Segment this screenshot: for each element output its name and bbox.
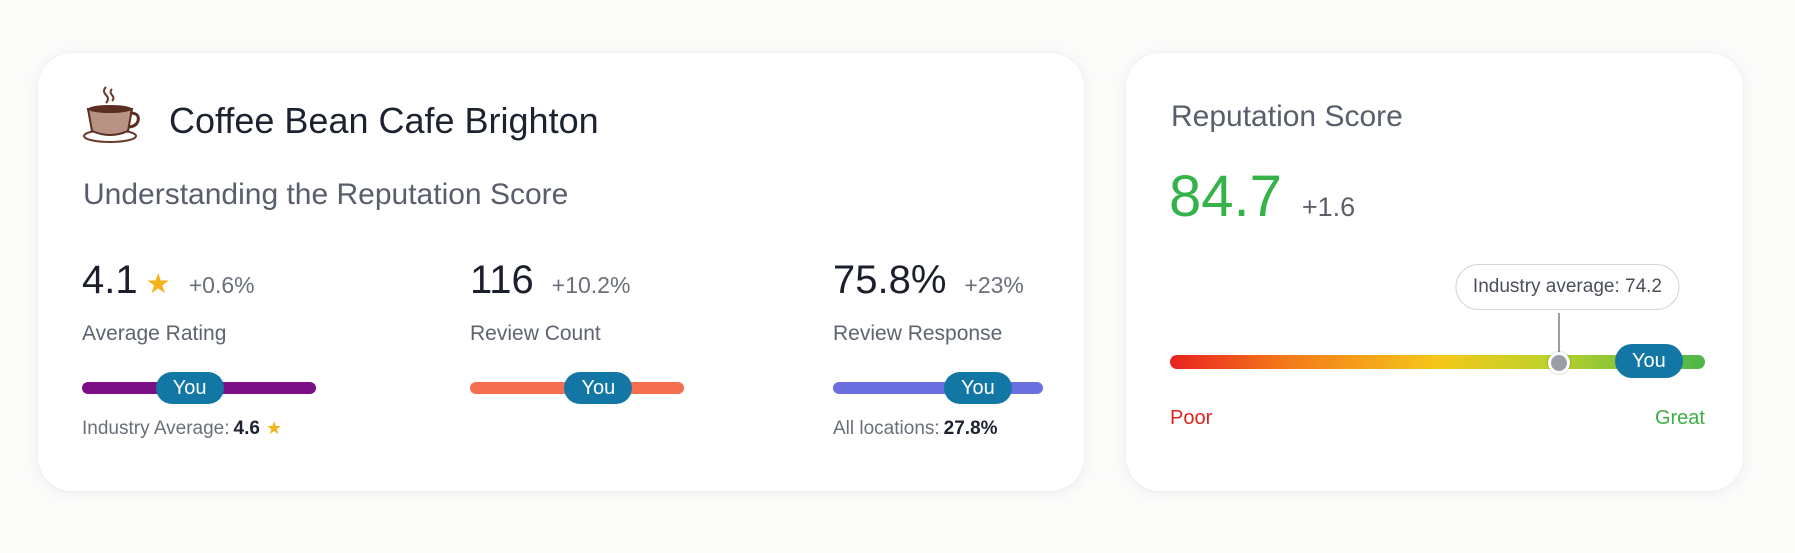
response-you-marker: You [943,372,1012,404]
metric-average-rating: 4.1 ★ +0.6% Average Rating You Industry … [82,258,316,440]
star-icon: ★ [265,418,283,438]
reputation-gauge [1170,355,1705,369]
rating-industry-average-label: Industry Average: [82,418,230,439]
industry-average-tooltip: Industry average: 74.2 [1455,264,1680,310]
reputation-change: +1.6 [1301,192,1356,222]
response-all-locations-value: 27.8% [943,418,998,439]
response-value: 75.8% [833,258,947,302]
section-subtitle: Understanding the Reputation Score [83,178,569,211]
response-all-locations: All locations: 27.8% [833,418,1043,440]
count-label: Review Count [470,322,601,345]
rating-label: Average Rating [82,322,227,345]
rating-industry-average-value: 4.6 [233,418,260,439]
coffee-cup-icon [82,83,140,145]
response-change: +23% [964,272,1024,298]
reputation-title: Reputation Score [1171,100,1403,133]
metric-review-response: 75.8% +23% Review Response You All locat… [833,258,1043,440]
response-label: Review Response [833,322,1003,345]
star-icon: ★ [145,268,171,299]
rating-industry-average: Industry Average: 4.6 ★ [82,418,316,440]
reputation-score: 84.7 [1169,164,1282,229]
industry-average-marker [1548,352,1571,374]
business-metrics-card: Coffee Bean Cafe Brighton Understanding … [38,53,1084,491]
metric-review-count: 116 +10.2% Review Count You [470,258,684,408]
count-change: +10.2% [551,272,631,298]
count-value: 116 [470,258,534,302]
gauge-low-label: Poor [1170,407,1213,429]
reputation-you-marker: You [1614,344,1683,378]
reputation-score-card: Reputation Score 84.7 +1.6 Industry aver… [1126,53,1743,491]
rating-change: +0.6% [188,272,255,298]
rating-value: 4.1 [82,258,138,302]
business-name: Coffee Bean Cafe Brighton [169,100,599,141]
response-all-locations-label: All locations: [833,418,940,439]
industry-average-connector [1558,313,1561,355]
gauge-high-label: Great [1654,407,1705,429]
rating-you-marker: You [155,372,224,404]
count-you-marker: You [564,372,633,404]
